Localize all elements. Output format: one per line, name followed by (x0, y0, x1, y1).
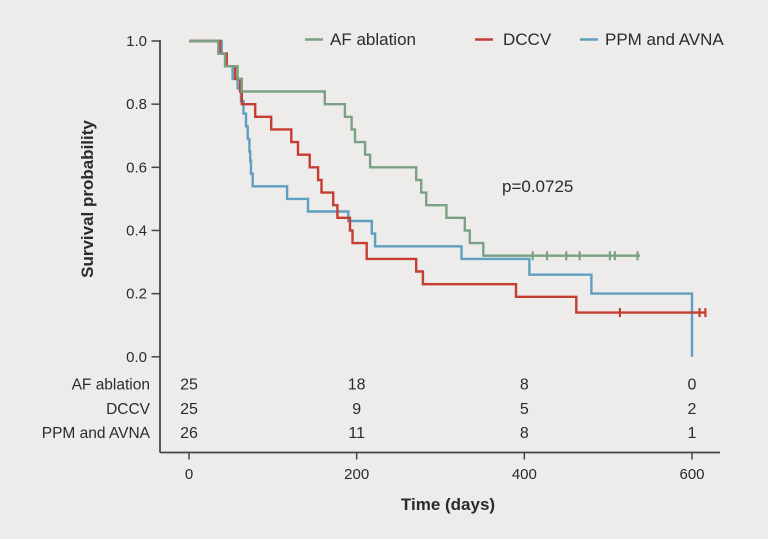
risk-count: 25 (180, 401, 198, 418)
p-value-annotation: p=0.0725 (502, 177, 573, 196)
x-tick-label: 600 (679, 466, 704, 483)
y-axis-title: Survival probability (78, 120, 97, 278)
risk-row-label: AF ablation (72, 377, 150, 394)
risk-row-label: PPM and AVNA (42, 425, 151, 442)
x-tick-label: 200 (344, 466, 369, 483)
y-tick-label: 0.0 (126, 349, 147, 366)
legend-label: PPM and AVNA (605, 30, 724, 49)
y-tick-label: 1.0 (126, 33, 147, 50)
risk-count: 25 (180, 377, 198, 394)
y-tick-label: 0.8 (126, 96, 147, 113)
risk-count: 2 (688, 401, 697, 418)
risk-count: 8 (520, 377, 529, 394)
risk-count: 0 (688, 377, 697, 394)
y-tick-label: 0.6 (126, 159, 147, 176)
y-tick-label: 0.2 (126, 286, 147, 303)
x-tick-label: 0 (185, 466, 193, 483)
survival-curve-af-ablation (189, 39, 640, 257)
risk-count: 1 (688, 425, 697, 442)
risk-count: 18 (348, 377, 366, 394)
risk-row-label: DCCV (106, 401, 151, 418)
risk-count: 8 (520, 425, 529, 442)
risk-count: 26 (180, 425, 198, 442)
y-tick-label: 0.4 (126, 222, 147, 239)
risk-count: 9 (352, 401, 361, 418)
risk-count: 5 (520, 401, 529, 418)
risk-count: 11 (348, 425, 365, 442)
survival-curve-dccv (189, 39, 706, 314)
x-tick-label: 400 (512, 466, 537, 483)
legend-label: DCCV (503, 30, 552, 49)
x-axis-title: Time (days) (401, 495, 495, 514)
legend-label: AF ablation (330, 30, 416, 49)
